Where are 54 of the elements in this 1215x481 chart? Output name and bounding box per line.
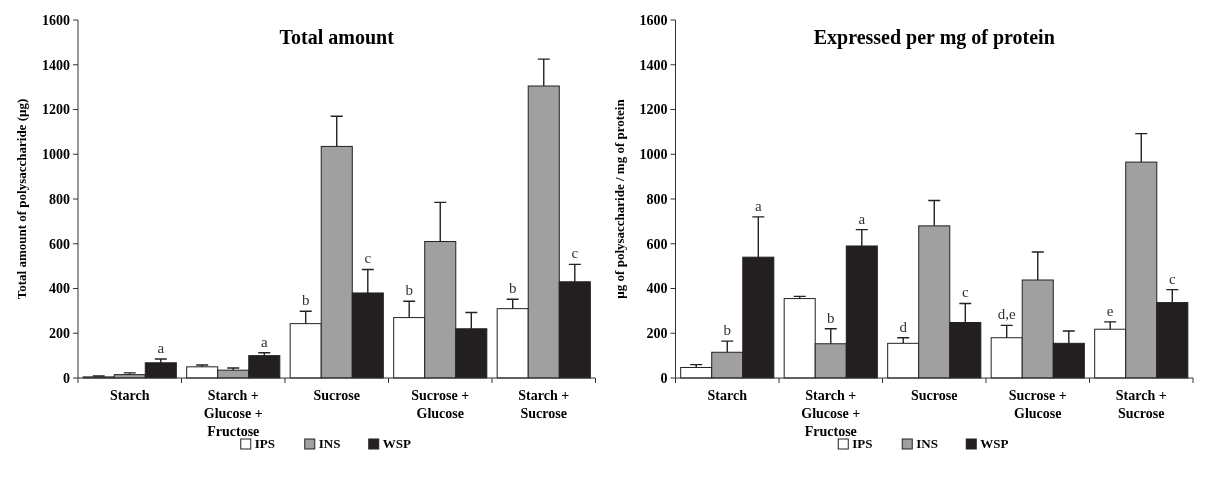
- y-axis-title: Total amount of polysaccharide (µg): [14, 98, 29, 300]
- y-tick-label: 1000: [639, 147, 668, 163]
- y-tick-label: 800: [646, 191, 668, 207]
- x-tick-label: Sucrose: [911, 388, 958, 403]
- legend-label: IPS: [254, 436, 275, 451]
- x-tick-label: Starch: [110, 388, 150, 403]
- data-label: b: [827, 309, 835, 326]
- y-tick-label: 1600: [639, 12, 668, 28]
- y-tick-label: 200: [646, 326, 668, 342]
- y-tick-label: 400: [49, 281, 70, 297]
- data-label: c: [571, 245, 579, 262]
- x-tick-label: Starch + Glucose + Fructose: [801, 388, 861, 439]
- data-label: b: [723, 322, 731, 339]
- y-tick-label: 600: [49, 236, 70, 252]
- data-label: a: [858, 210, 866, 227]
- y-tick-label: 1400: [42, 57, 70, 73]
- y-axis-title: µg of polysaccharide / mg of protein: [611, 98, 627, 299]
- y-tick-label: 1200: [639, 102, 668, 118]
- y-tick-label: 200: [49, 326, 70, 342]
- data-label: e: [1106, 302, 1114, 319]
- x-tick-label: Starch: [707, 388, 748, 403]
- chart-title: Expressed per mg of protein: [813, 26, 1055, 49]
- x-tick-label: Starch + Glucose + Fructose: [203, 388, 263, 439]
- legend-label: WSP: [980, 436, 1009, 451]
- data-label: a: [260, 333, 268, 350]
- y-tick-label: 1600: [42, 12, 70, 28]
- x-tick-label: Sucrose + Glucose: [1008, 388, 1067, 421]
- x-tick-label: Starch + Sucrose: [1115, 388, 1167, 421]
- x-tick-label: Sucrose + Glucose: [411, 388, 470, 421]
- y-tick-label: 1000: [42, 147, 70, 163]
- legend-label: INS: [318, 436, 341, 451]
- data-label: a: [157, 339, 165, 356]
- legend-label: INS: [916, 436, 938, 451]
- data-label: b: [301, 292, 310, 309]
- data-label: d,e: [997, 306, 1016, 323]
- data-label: b: [508, 280, 517, 297]
- y-tick-label: 1200: [42, 102, 70, 118]
- data-label: b: [405, 282, 413, 299]
- y-tick-label: 600: [646, 236, 668, 252]
- chart-title: Total amount: [279, 26, 395, 48]
- data-label: c: [1168, 270, 1176, 287]
- legend-label: IPS: [852, 436, 873, 451]
- x-tick-label: Starch + Sucrose: [518, 388, 570, 421]
- y-tick-label: 0: [660, 370, 668, 386]
- y-tick-label: 400: [646, 281, 668, 297]
- legend-label: WSP: [382, 436, 411, 451]
- data-label: a: [754, 197, 762, 214]
- data-label: c: [364, 250, 372, 267]
- y-tick-label: 800: [49, 191, 70, 207]
- y-tick-label: 0: [63, 370, 70, 386]
- y-tick-label: 1400: [639, 57, 668, 73]
- data-label: c: [961, 284, 969, 301]
- data-label: d: [899, 318, 908, 335]
- x-tick-label: Sucrose: [313, 388, 360, 403]
